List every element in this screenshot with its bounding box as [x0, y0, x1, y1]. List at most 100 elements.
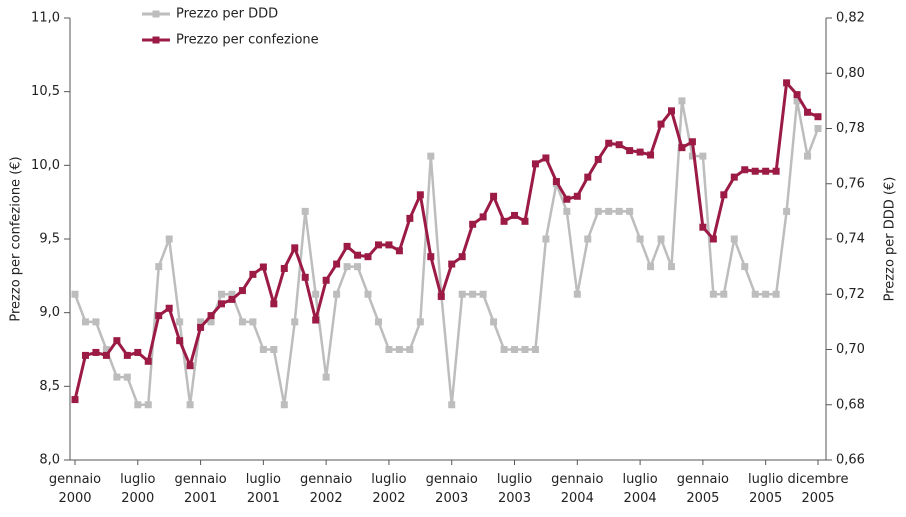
- x-tick-label: luglio 2002: [371, 472, 406, 506]
- point: [605, 207, 613, 215]
- x-tick-label-line: luglio: [120, 472, 155, 487]
- x-tick-label-line: 2004: [624, 491, 657, 506]
- x-tick-label: luglio 2000: [120, 472, 155, 506]
- point: [751, 290, 759, 298]
- x-tick-label: gennaio 2003: [426, 472, 478, 506]
- point: [594, 155, 602, 163]
- point: [479, 290, 487, 298]
- point: [469, 220, 477, 228]
- x-tick-label-line: gennaio: [300, 472, 352, 487]
- x-tick-label-line: gennaio: [551, 472, 603, 487]
- point: [176, 318, 184, 326]
- point: [102, 346, 110, 353]
- point: [71, 290, 79, 298]
- point: [804, 152, 812, 160]
- point: [699, 223, 707, 231]
- point: [573, 192, 581, 200]
- point: [783, 207, 791, 215]
- point: [772, 167, 780, 175]
- point: [249, 270, 257, 278]
- point: [197, 323, 205, 331]
- point: [427, 253, 435, 261]
- point: [113, 373, 121, 381]
- point: [709, 235, 717, 243]
- x-tick-label-line: gennaio: [426, 472, 478, 487]
- point: [102, 351, 110, 359]
- x-tick-label-line: 2005: [801, 491, 834, 506]
- point: [165, 304, 173, 312]
- x-tick-label-line: 2005: [686, 491, 719, 506]
- point: [615, 207, 623, 215]
- point: [238, 287, 246, 295]
- x-tick-label-line: dicembre: [788, 472, 849, 487]
- point: [186, 362, 194, 370]
- point: [500, 346, 508, 353]
- point: [531, 160, 539, 168]
- point: [270, 300, 278, 308]
- point: [416, 318, 424, 326]
- point: [218, 290, 226, 298]
- x-tick-label: luglio 2004: [622, 472, 657, 506]
- y2-tick-label: 0,70: [836, 342, 865, 357]
- point: [92, 318, 100, 326]
- x-tick-label-line: luglio: [246, 472, 281, 487]
- point: [584, 173, 592, 181]
- point: [448, 260, 456, 268]
- point: [406, 346, 414, 353]
- y-tick-label: 10,5: [31, 84, 60, 99]
- point: [511, 346, 519, 353]
- point: [783, 79, 791, 87]
- point: [720, 290, 728, 298]
- y-tick-label: 11,0: [31, 11, 60, 26]
- y2-tick-label: 0,66: [836, 453, 865, 468]
- x-tick-label-line: 2002: [372, 491, 405, 506]
- x-tick-label: luglio 2005: [748, 472, 783, 506]
- y2-tick-label: 0,72: [836, 287, 865, 302]
- point: [280, 401, 288, 409]
- point: [552, 178, 560, 186]
- point: [343, 263, 351, 271]
- point: [395, 247, 403, 255]
- y-axis-label: Prezzo per confezione (€): [9, 156, 24, 321]
- point: [793, 91, 801, 99]
- y2-tick-label: 0,76: [836, 176, 865, 191]
- point: [730, 173, 738, 181]
- point: [626, 147, 634, 155]
- point: [280, 264, 288, 272]
- y2-tick-label: 0,68: [836, 397, 865, 412]
- point: [312, 316, 320, 324]
- point: [793, 97, 801, 105]
- point: [479, 213, 487, 221]
- point: [511, 211, 519, 219]
- point: [688, 138, 696, 146]
- point: [814, 125, 822, 132]
- y-tick-label: 10,0: [31, 158, 60, 173]
- legend-marker: [152, 10, 160, 18]
- point: [427, 152, 435, 160]
- point: [814, 113, 822, 121]
- point: [270, 346, 278, 353]
- y2-tick-label: 0,80: [836, 66, 865, 81]
- point: [699, 152, 707, 160]
- point: [751, 167, 759, 175]
- point: [134, 401, 142, 409]
- x-tick-label-line: 2000: [58, 491, 91, 506]
- point: [636, 148, 644, 156]
- point: [228, 290, 236, 298]
- point: [333, 260, 341, 268]
- y2-tick-label: 0,82: [836, 11, 865, 26]
- y2-tick-label: 0,74: [836, 232, 865, 247]
- point: [563, 207, 571, 215]
- point: [259, 346, 267, 353]
- x-tick-label-line: luglio: [748, 472, 783, 487]
- x-tick-label-line: gennaio: [677, 472, 729, 487]
- point: [626, 207, 634, 215]
- point: [207, 318, 215, 326]
- point: [804, 108, 812, 116]
- point: [542, 154, 550, 162]
- point: [354, 251, 362, 259]
- point: [542, 235, 550, 243]
- point: [762, 167, 770, 175]
- x-tick-label: gennaio 2000: [49, 472, 101, 506]
- point: [500, 217, 508, 225]
